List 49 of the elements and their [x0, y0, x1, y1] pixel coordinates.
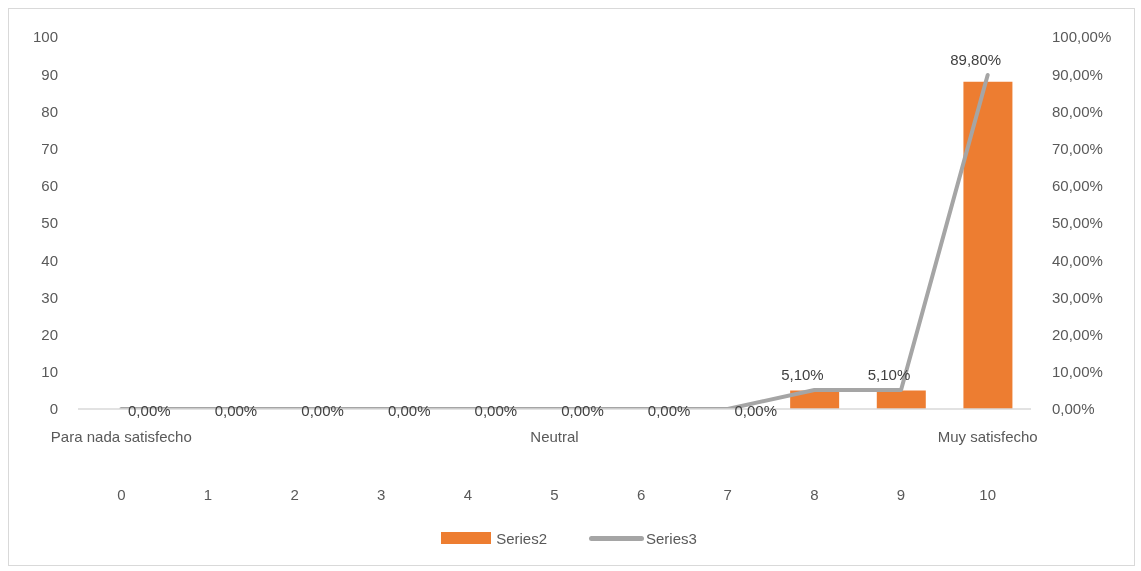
x-tick-label: 0 — [117, 486, 126, 503]
x-tick-label: 5 — [550, 486, 559, 503]
y2-tick-label: 90,00% — [1052, 65, 1103, 83]
legend-label: Series2 — [496, 529, 547, 547]
data-label: 0,00% — [647, 402, 691, 419]
text: Para nada satisfecho — [50, 427, 192, 445]
data-label: 0,00% — [214, 402, 258, 419]
y2-tick-label: 0,00% — [1052, 400, 1095, 418]
y-tick-label: 90 — [41, 65, 58, 83]
x-tick-label: 7 — [723, 486, 732, 503]
data-label: 0,00% — [301, 402, 344, 419]
text: Muy satisfecho — [937, 427, 1038, 445]
x-tick-label: 3 — [377, 486, 386, 503]
y-tick-label: 70 — [41, 139, 58, 157]
x-tick-label: 8 — [810, 486, 819, 503]
y-tick-label: 30 — [41, 288, 58, 306]
y-tick-label: 60 — [41, 177, 58, 195]
x-tick-label: 10 — [979, 486, 997, 503]
y2-tick-label: 100,00% — [1052, 28, 1112, 46]
y-tick-label: 100 — [32, 28, 58, 46]
y2-tick-label: 10,00% — [1052, 363, 1103, 381]
y2-tick-label: 70,00% — [1052, 139, 1103, 157]
y2-tick-label: 30,00% — [1052, 288, 1103, 306]
y-tick-label: 20 — [41, 325, 58, 343]
y2-tick-label: 20,00% — [1052, 325, 1103, 343]
data-label: 0,00% — [128, 402, 171, 419]
y2-tick-label: 80,00% — [1052, 102, 1103, 120]
y-tick-label: 0 — [49, 400, 58, 418]
legend-label: Series3 — [646, 529, 697, 547]
text: Neutral — [530, 427, 579, 445]
data-label: 5,10% — [867, 366, 911, 384]
y-tick-label: 10 — [41, 363, 58, 381]
data-label: 0,00% — [734, 402, 778, 419]
data-label: 0,00% — [561, 402, 604, 419]
y2-tick-label: 60,00% — [1052, 177, 1103, 195]
y-tick-label: 80 — [41, 102, 58, 120]
y2-tick-label: 40,00% — [1052, 251, 1103, 269]
y-tick-label: 40 — [41, 251, 58, 269]
x-tick-label: 1 — [203, 486, 213, 503]
x-tick-label: 4 — [463, 486, 473, 503]
data-label: 0,00% — [387, 402, 431, 419]
data-label: 89,80% — [950, 50, 1002, 68]
x-tick-label: 6 — [636, 486, 646, 503]
data-label: 5,10% — [781, 366, 824, 384]
y2-tick-label: 50,00% — [1052, 214, 1103, 232]
x-tick-label: 9 — [896, 486, 906, 503]
y-tick-label: 50 — [41, 214, 58, 232]
data-label: 0,00% — [474, 402, 518, 419]
x-tick-label: 2 — [290, 486, 299, 503]
